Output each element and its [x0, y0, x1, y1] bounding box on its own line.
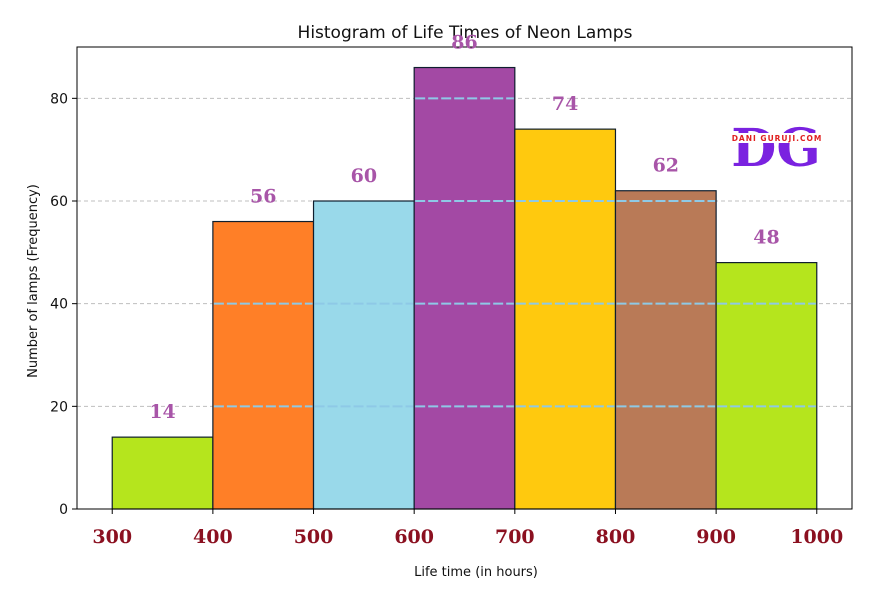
x-tick-label: 800: [596, 526, 636, 548]
x-tick-label: 700: [495, 526, 535, 548]
x-tick-label: 300: [92, 526, 132, 548]
y-tick-label: 0: [59, 502, 68, 518]
bar-value-labels: 14 56 60 86 74 62 48: [149, 32, 779, 424]
logo-subtext: DANI GURUJI.COM: [732, 134, 823, 143]
histogram-bar: [715, 262, 818, 510]
y-tick-label: 60: [50, 194, 68, 210]
x-axis-ticks: 300 400 500 600 700 800 900 1000: [92, 509, 843, 548]
bar-value-label: 86: [451, 32, 477, 54]
bar-value-label: 60: [351, 165, 377, 187]
histogram-bar: [212, 220, 315, 510]
histogram-bar: [614, 190, 717, 510]
x-tick-label: 900: [696, 526, 736, 548]
bars: [111, 66, 818, 510]
dg-logo: DG DANI GURUJI.COM: [728, 118, 826, 179]
logo-mark: DG: [731, 118, 821, 179]
x-axis-label: Life time (in hours): [414, 565, 538, 580]
grid-lines-over-bars: [213, 97, 816, 408]
x-tick-label: 600: [394, 526, 434, 548]
x-tick-label: 400: [193, 526, 233, 548]
bar-value-label: 48: [753, 227, 779, 249]
bar-value-label: 14: [149, 401, 175, 423]
histogram-bar: [514, 128, 617, 510]
x-tick-label: 1000: [790, 526, 843, 548]
x-tick-label: 500: [294, 526, 334, 548]
y-tick-label: 80: [50, 91, 68, 107]
bar-value-label: 62: [653, 155, 679, 177]
bar-value-label: 74: [552, 93, 578, 115]
plot-frame: [76, 46, 853, 510]
y-axis-ticks: 0 20 40 60 80: [50, 91, 77, 518]
chart-title: Histogram of Life Times of Neon Lamps: [298, 23, 633, 43]
bar-value-label: 56: [250, 186, 276, 208]
histogram-bar: [413, 66, 516, 510]
y-tick-label: 20: [50, 399, 68, 415]
histogram-bar: [312, 200, 415, 510]
y-axis-label: Number of lamps (Frequency): [26, 184, 41, 378]
y-tick-label: 40: [50, 297, 68, 313]
histogram-bar: [111, 436, 214, 510]
